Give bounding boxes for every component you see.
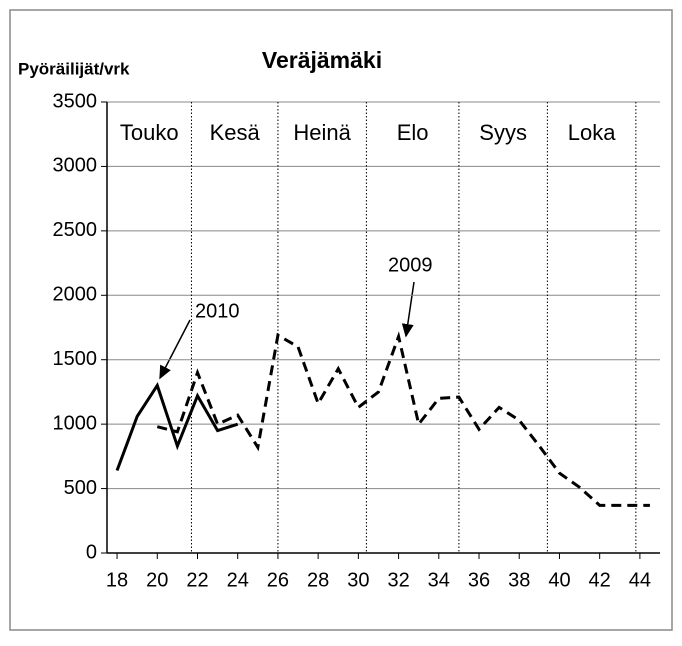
y-tick-label: 3500 [53,90,98,112]
x-tick-label: 26 [267,569,289,591]
annotation-arrow [159,319,191,380]
annotation: 2010 [195,300,240,322]
x-tick-label: 28 [307,569,329,591]
month-label: Loka [568,120,616,145]
y-tick-label: 1500 [53,348,98,370]
month-label: Kesä [210,120,261,145]
y-tick-label: 0 [86,541,97,563]
x-tick-label: 40 [548,569,570,591]
annotation: 2009 [388,254,433,276]
y-tick-label: 3000 [53,155,98,177]
x-tick-label: 44 [629,569,651,591]
y-tick-label: 2000 [53,284,98,306]
y-tick-label: 500 [64,477,97,499]
month-label: Touko [120,120,179,145]
x-tick-label: 34 [428,569,450,591]
x-tick-label: 30 [347,569,369,591]
x-tick-label: 24 [227,569,249,591]
annotation-arrow [401,281,415,338]
x-tick-label: 32 [387,569,409,591]
x-tick-label: 42 [589,569,611,591]
x-tick-label: 18 [106,569,128,591]
frame [9,9,673,631]
month-label: Heinä [293,120,351,145]
x-tick-label: 20 [146,569,168,591]
series-line [156,331,650,507]
y-tick-label: 1000 [53,412,98,434]
month-label: Syys [479,120,527,145]
month-label: Elo [397,120,429,145]
x-tick-label: 36 [468,569,490,591]
chart-title: Veräjämäki [262,47,382,73]
x-tick-label: 38 [508,569,530,591]
series-line [115,382,239,472]
y-tick-label: 2500 [53,219,98,241]
x-tick-label: 22 [186,569,208,591]
y-axis-label: Pyöräilijät/vrk [18,59,130,78]
